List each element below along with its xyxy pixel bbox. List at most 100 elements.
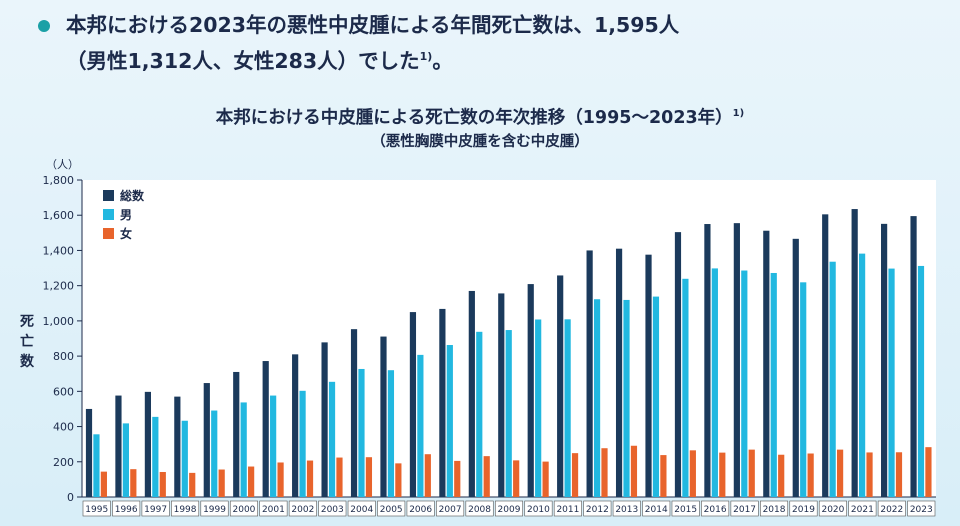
- x-tick-label: 2016: [704, 505, 727, 515]
- legend-label: 女: [120, 226, 132, 241]
- x-tick-label: 2012: [586, 505, 609, 515]
- x-tick-label: 2006: [409, 505, 432, 515]
- y-tick-label: 1,200: [43, 280, 75, 293]
- x-tick-box: [583, 500, 612, 517]
- x-tick-box: [642, 500, 671, 517]
- x-tick-box: [347, 500, 376, 517]
- y-tick-label: 0: [67, 491, 74, 504]
- bar-male: [476, 331, 483, 497]
- y-tick-label: 400: [53, 421, 74, 434]
- x-tick-label: 2009: [498, 505, 521, 515]
- bar-male: [711, 268, 718, 497]
- bar-male: [387, 370, 395, 497]
- bar-female: [689, 450, 696, 497]
- bar-male: [535, 319, 542, 497]
- headline-line-1: 本邦における2023年の悪性中皮腫による年間死亡数は、1,595人: [66, 13, 680, 37]
- bar-total: [763, 230, 770, 497]
- x-tick-label: 2023: [910, 505, 933, 515]
- bar-female: [248, 466, 255, 497]
- x-tick-box: [730, 500, 759, 517]
- bar-total: [203, 383, 210, 497]
- chart-title-reference: 1): [732, 108, 745, 120]
- y-tick-label: 1,400: [43, 244, 75, 257]
- x-tick-box: [671, 500, 700, 517]
- headline-reference: 1): [419, 50, 433, 63]
- bar-female: [719, 452, 726, 497]
- x-tick-label: 2017: [733, 505, 756, 515]
- x-tick-label: 2010: [527, 505, 550, 515]
- bar-total: [380, 336, 387, 497]
- x-tick-box: [818, 500, 847, 517]
- bar-total: [85, 408, 93, 497]
- y-unit-label: （人）: [46, 158, 79, 171]
- bar-female: [130, 469, 137, 497]
- x-tick-label: 2020: [821, 505, 844, 515]
- legend-label: 総数: [120, 188, 145, 203]
- bar-male: [564, 319, 571, 497]
- x-tick-box: [318, 500, 347, 517]
- x-tick-box: [877, 500, 906, 517]
- bar-total: [792, 238, 799, 497]
- bar-total: [851, 209, 858, 497]
- bar-female: [306, 460, 314, 497]
- bar-total: [910, 216, 917, 497]
- bar-total: [527, 284, 534, 497]
- chart-subtitle: （悪性胸膜中皮腫を含む中皮腫）: [371, 134, 589, 150]
- headline: 本邦における2023年の悪性中皮腫による年間死亡数は、1,595人 （男性1,3…: [38, 10, 938, 77]
- x-tick-box: [436, 500, 465, 517]
- headline-line-2-end: 。: [432, 48, 453, 73]
- chart-title-text: 本邦における中皮腫による死亡数の年次推移（1995～2023年）: [215, 108, 733, 128]
- x-tick-label: 2013: [615, 505, 638, 515]
- legend-swatch: [103, 209, 114, 220]
- bar-total: [704, 224, 711, 497]
- bar-female: [454, 460, 461, 497]
- bar-total: [557, 275, 564, 497]
- bar-total: [881, 223, 888, 497]
- x-tick-label: 2000: [233, 505, 256, 515]
- bar-male: [270, 395, 277, 497]
- x-tick-label: 2015: [674, 505, 697, 515]
- y-tick-label: 200: [53, 456, 74, 469]
- x-tick-label: 2011: [556, 505, 579, 515]
- bar-female: [866, 452, 873, 497]
- bar-female: [100, 471, 107, 497]
- bar-total: [498, 293, 505, 497]
- bar-male: [211, 410, 218, 497]
- x-tick-label: 2003: [321, 505, 344, 515]
- x-tick-label: 1996: [115, 505, 138, 515]
- bar-female: [365, 457, 373, 497]
- bar-female: [483, 456, 490, 497]
- bar-male: [152, 416, 159, 497]
- x-tick-box: [760, 500, 789, 517]
- bar-female: [218, 469, 225, 497]
- bar-female: [571, 453, 579, 497]
- bar-male: [917, 265, 925, 497]
- bar-female: [895, 452, 903, 497]
- bar-total: [144, 391, 152, 497]
- x-tick-label: 2019: [792, 505, 815, 515]
- bar-male: [446, 345, 453, 497]
- bar-female: [336, 457, 343, 497]
- x-tick-label: 2004: [350, 505, 373, 515]
- x-tick-box: [789, 500, 818, 517]
- x-tick-label: 2021: [851, 505, 874, 515]
- bullet-dot-icon: [38, 20, 50, 32]
- x-tick-box: [112, 500, 141, 517]
- bar-female: [513, 460, 520, 497]
- x-tick-box: [200, 500, 229, 517]
- y-tick-label: 1,600: [43, 209, 75, 222]
- bar-total: [321, 342, 328, 497]
- bar-female: [925, 447, 932, 497]
- bar-male: [93, 434, 100, 497]
- bar-male: [505, 330, 512, 497]
- y-tick-label: 800: [53, 350, 74, 363]
- bar-female: [778, 454, 785, 497]
- x-tick-box: [848, 500, 877, 517]
- bar-male: [623, 299, 630, 497]
- x-tick-box: [553, 500, 582, 517]
- bar-female: [660, 455, 667, 497]
- bar-male: [741, 270, 748, 497]
- x-tick-box: [229, 500, 258, 517]
- bar-female: [542, 461, 549, 497]
